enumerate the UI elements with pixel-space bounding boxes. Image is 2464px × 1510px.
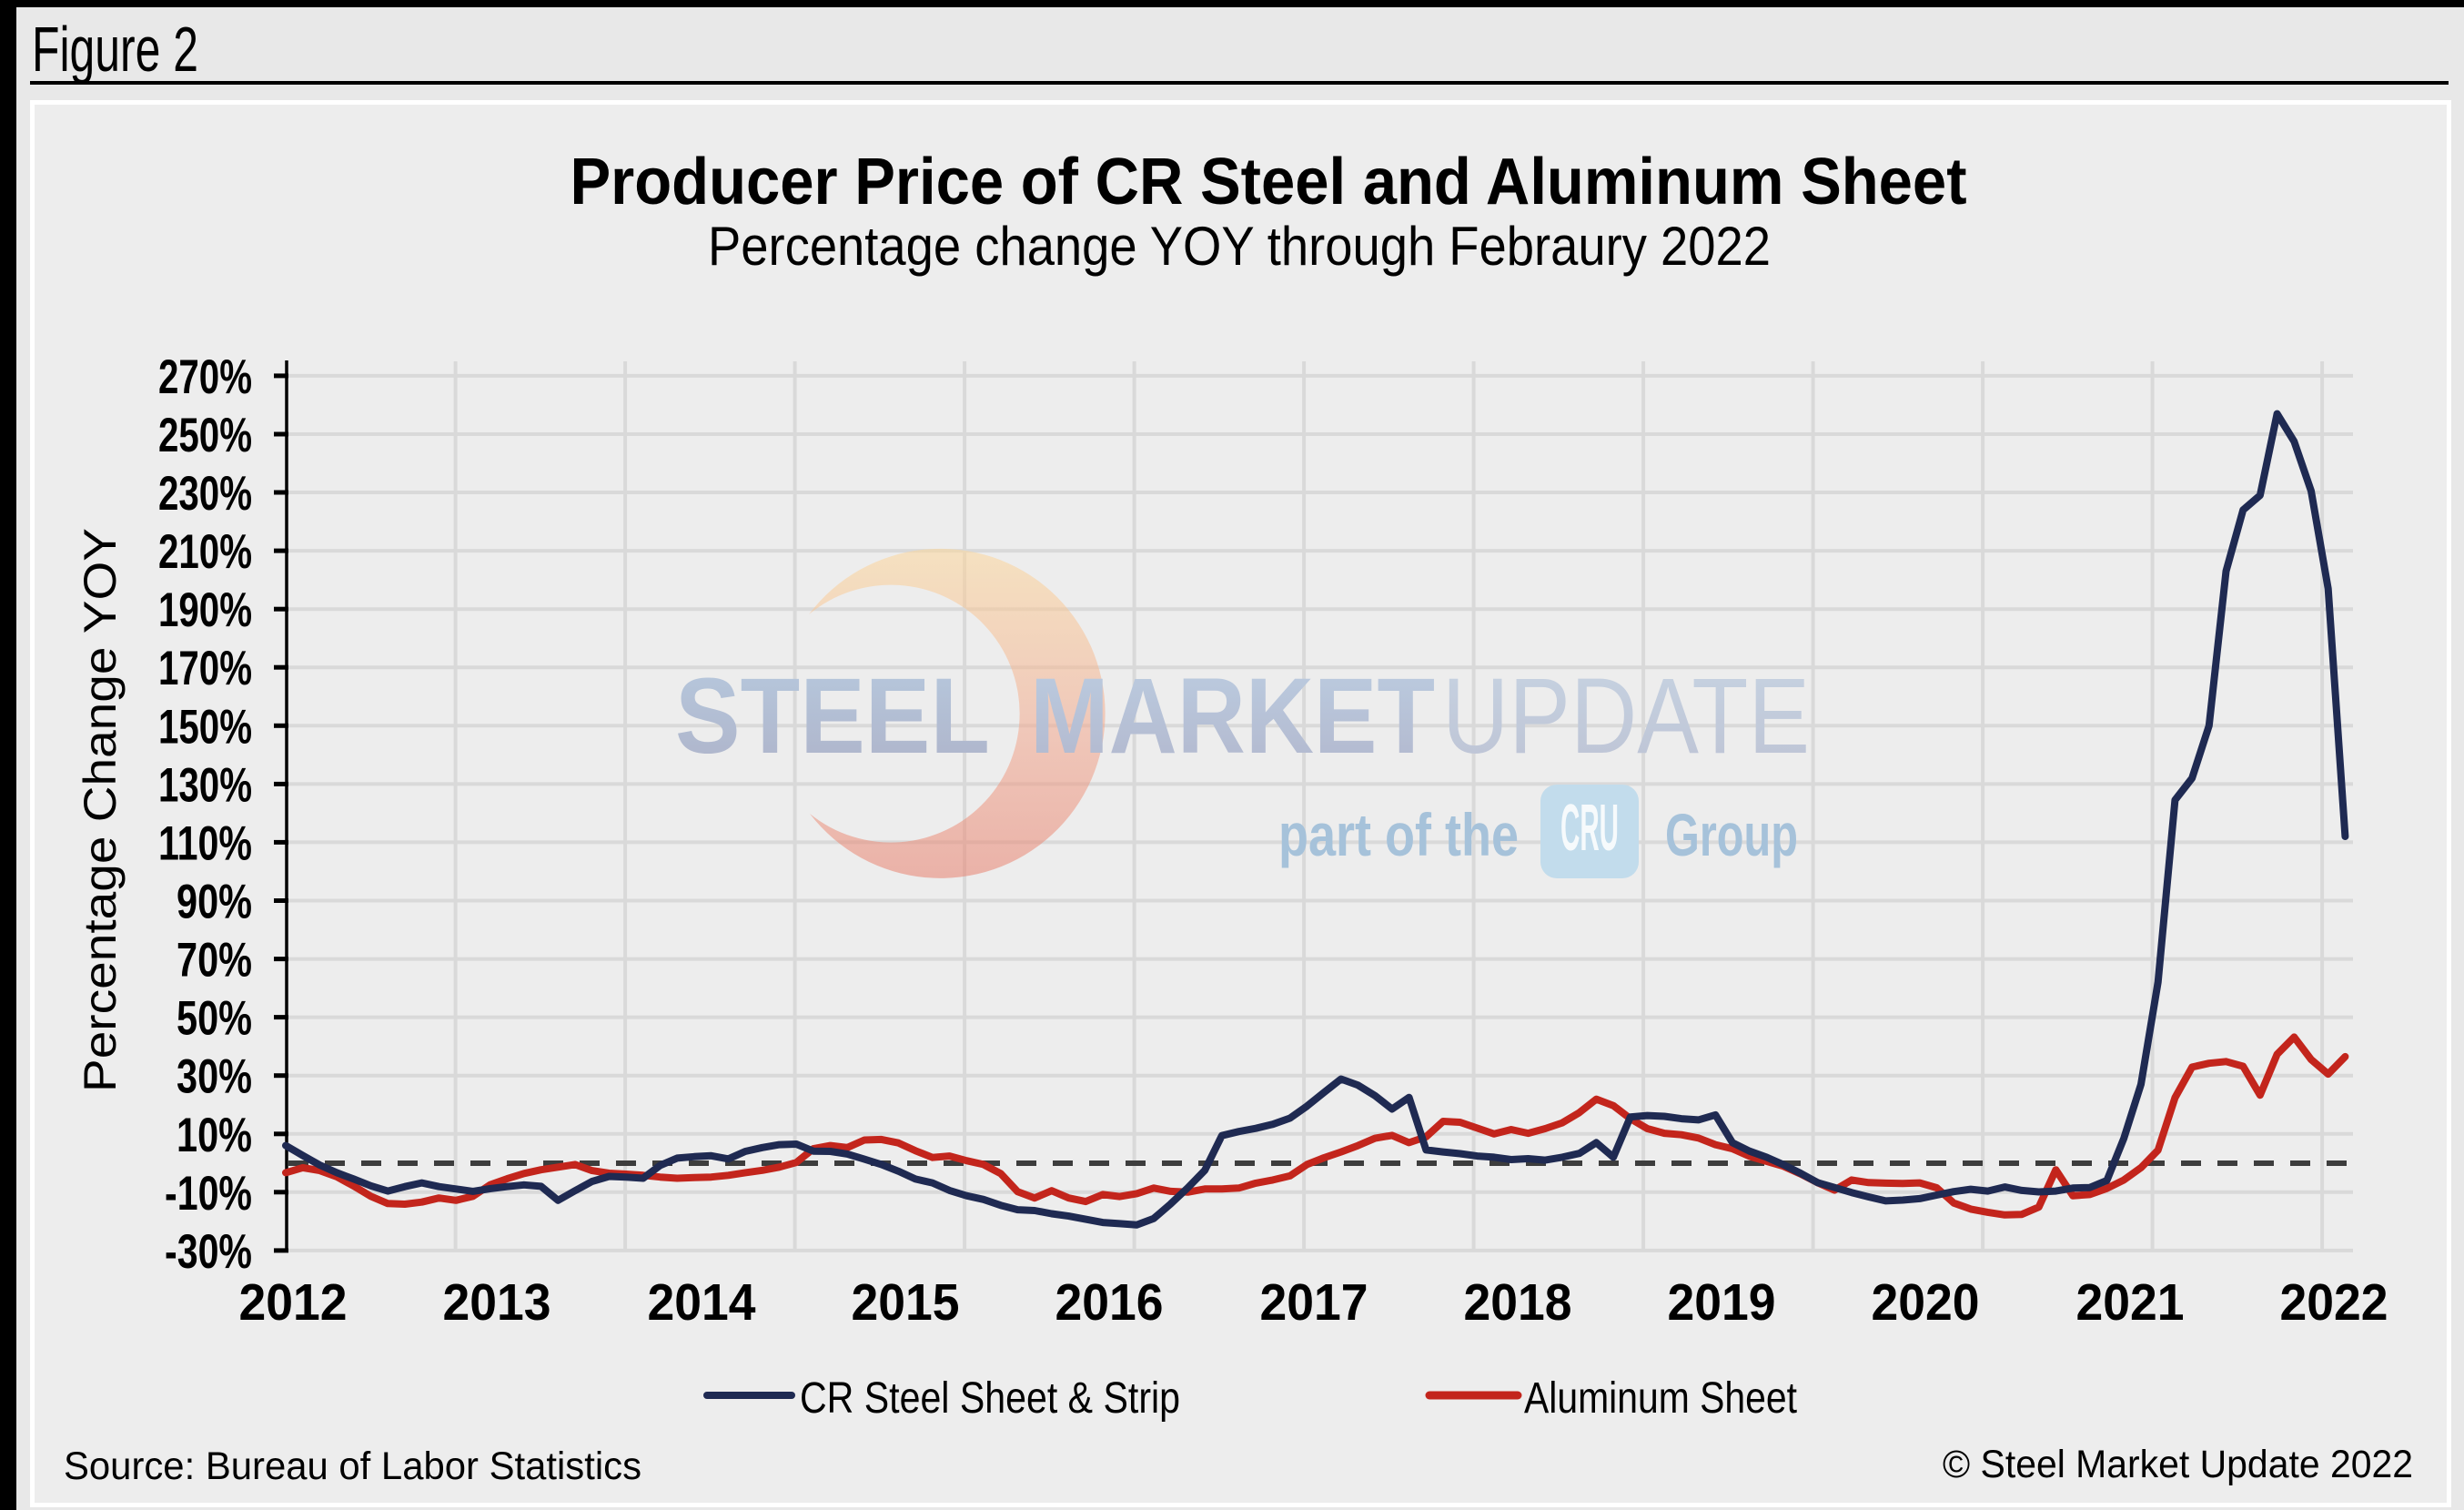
svg-text:2012: 2012 bbox=[239, 1273, 348, 1332]
svg-text:190%: 190% bbox=[158, 583, 252, 637]
svg-text:2022: 2022 bbox=[2280, 1273, 2388, 1332]
svg-text:© Steel Market Update 2022: © Steel Market Update 2022 bbox=[1943, 1443, 2413, 1486]
svg-text:2018: 2018 bbox=[1464, 1273, 1572, 1332]
svg-text:CR Steel Sheet & Strip: CR Steel Sheet & Strip bbox=[800, 1374, 1180, 1423]
svg-text:90%: 90% bbox=[177, 876, 252, 929]
svg-text:Percentage Change YOY: Percentage Change YOY bbox=[75, 528, 126, 1092]
svg-text:UPDATE: UPDATE bbox=[1442, 656, 1810, 776]
svg-text:2013: 2013 bbox=[443, 1273, 551, 1332]
svg-text:230%: 230% bbox=[158, 467, 252, 521]
svg-text:2015: 2015 bbox=[852, 1273, 960, 1332]
svg-text:170%: 170% bbox=[158, 642, 252, 695]
svg-text:2016: 2016 bbox=[1055, 1273, 1164, 1332]
svg-text:70%: 70% bbox=[177, 934, 252, 988]
svg-text:130%: 130% bbox=[158, 758, 252, 812]
svg-text:2017: 2017 bbox=[1260, 1273, 1368, 1332]
svg-text:110%: 110% bbox=[158, 816, 252, 870]
svg-text:150%: 150% bbox=[158, 700, 252, 754]
svg-text:250%: 250% bbox=[158, 409, 252, 462]
svg-text:CRU: CRU bbox=[1560, 792, 1619, 865]
svg-text:210%: 210% bbox=[158, 525, 252, 579]
svg-text:10%: 10% bbox=[177, 1109, 252, 1162]
svg-text:270%: 270% bbox=[158, 350, 252, 404]
svg-text:Figure 2: Figure 2 bbox=[32, 14, 198, 85]
svg-text:2020: 2020 bbox=[1872, 1273, 1980, 1332]
svg-text:Percentage change YOY through: Percentage change YOY through Febraury 2… bbox=[708, 216, 1771, 277]
svg-text:30%: 30% bbox=[177, 1050, 252, 1104]
svg-text:STEEL: STEEL bbox=[675, 656, 990, 776]
svg-text:part of the: part of the bbox=[1278, 801, 1519, 868]
svg-text:Source: Bureau of Labor Statis: Source: Bureau of Labor Statistics bbox=[64, 1444, 641, 1488]
svg-text:MARKET: MARKET bbox=[1030, 656, 1435, 776]
svg-text:2021: 2021 bbox=[2076, 1273, 2185, 1332]
svg-text:2014: 2014 bbox=[648, 1273, 756, 1332]
svg-text:50%: 50% bbox=[177, 992, 252, 1046]
svg-text:Producer Price of CR Steel and: Producer Price of CR Steel and Aluminum … bbox=[571, 146, 1967, 218]
svg-text:Group: Group bbox=[1665, 801, 1798, 868]
svg-text:2019: 2019 bbox=[1668, 1273, 1776, 1332]
svg-text:-10%: -10% bbox=[165, 1167, 252, 1221]
svg-text:-30%: -30% bbox=[165, 1225, 252, 1279]
svg-text:Aluminum Sheet: Aluminum Sheet bbox=[1524, 1374, 1797, 1423]
